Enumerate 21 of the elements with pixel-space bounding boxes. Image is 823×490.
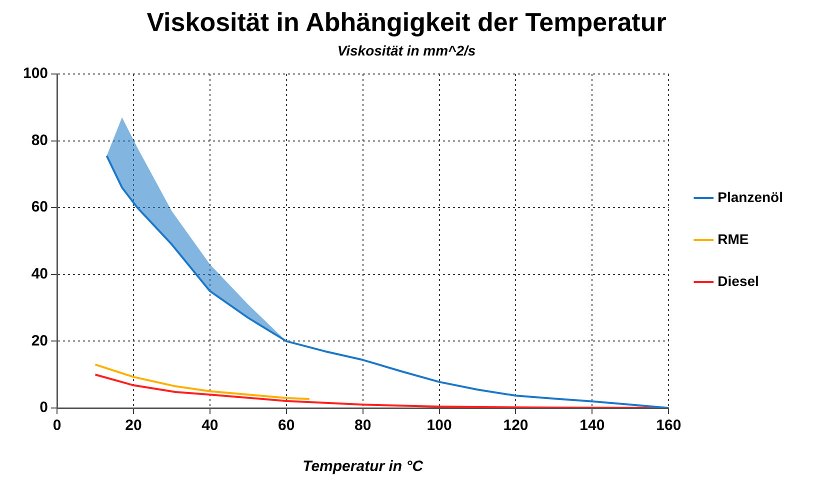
legend-label: Diesel bbox=[718, 272, 759, 289]
x-tick-label: 120 bbox=[503, 417, 528, 434]
x-tick-label: 40 bbox=[202, 417, 218, 434]
chart-title: Viskosität in Abhängigkeit der Temperatur bbox=[146, 6, 666, 37]
x-tick-label: 0 bbox=[52, 417, 62, 434]
chart-subtitle: Viskosität in mm^2/s bbox=[337, 42, 476, 58]
x-tick-label: 60 bbox=[278, 417, 295, 434]
y-tick-label: 0 bbox=[40, 399, 48, 416]
legend-label: RME bbox=[718, 230, 749, 247]
x-axis-title: Temperatur in °C bbox=[302, 458, 424, 476]
y-tick-label: 40 bbox=[31, 266, 48, 283]
x-tick-label: 20 bbox=[125, 417, 142, 434]
x-tick-label: 80 bbox=[354, 417, 372, 434]
x-tick-label: 100 bbox=[426, 417, 452, 434]
y-tick-label: 20 bbox=[31, 332, 48, 350]
y-tick-label: 60 bbox=[31, 198, 48, 216]
y-tick-label: 100 bbox=[22, 65, 48, 82]
legend-label: Planzenöl bbox=[718, 188, 784, 205]
x-tick-label: 160 bbox=[656, 417, 682, 434]
y-tick-label: 80 bbox=[31, 132, 48, 149]
x-tick-label: 140 bbox=[580, 417, 605, 434]
